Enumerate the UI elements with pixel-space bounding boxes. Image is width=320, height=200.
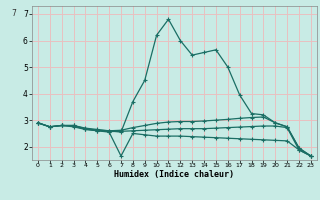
Text: 7: 7 [12, 9, 16, 18]
X-axis label: Humidex (Indice chaleur): Humidex (Indice chaleur) [115, 170, 234, 179]
